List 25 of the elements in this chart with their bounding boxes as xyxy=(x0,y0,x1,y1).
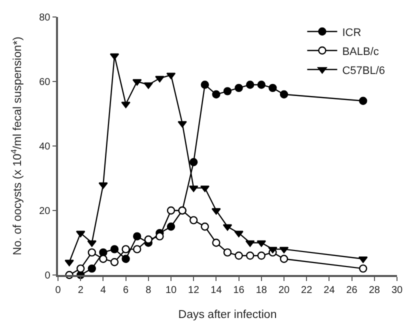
y-tick-label: 0 xyxy=(44,270,51,282)
x-tick-label: 22 xyxy=(301,284,313,296)
y-tick-label: 40 xyxy=(39,142,51,152)
legend-label: BALB/c xyxy=(342,46,380,58)
x-tick-label: 4 xyxy=(100,284,106,296)
x-tick-label: 2 xyxy=(78,284,84,296)
y-tick-label: 80 xyxy=(39,12,51,24)
x-tick-label: 24 xyxy=(324,284,336,296)
x-tick-label: 8 xyxy=(146,284,152,296)
y-tick-label: 20 xyxy=(39,206,51,217)
x-tick-label: 20 xyxy=(278,284,290,296)
x-tick-label: 10 xyxy=(165,284,177,296)
x-tick-label: 0 xyxy=(55,284,62,296)
x-tick-label: 18 xyxy=(256,284,268,296)
x-tick-label: 30 xyxy=(391,284,403,296)
x-tick-label: 16 xyxy=(233,284,245,296)
y-tick-label: 60 xyxy=(39,77,51,88)
x-tick-label: 6 xyxy=(123,284,130,296)
x-tick-label: 12 xyxy=(188,284,200,296)
x-axis-title: Days after infection xyxy=(178,308,277,321)
x-tick-label: 14 xyxy=(210,284,222,296)
x-tick-label: 28 xyxy=(368,284,380,296)
x-tick-label: 26 xyxy=(346,284,358,296)
legend-label: ICR xyxy=(342,26,362,39)
legend-label: C57BL/6 xyxy=(342,64,386,77)
